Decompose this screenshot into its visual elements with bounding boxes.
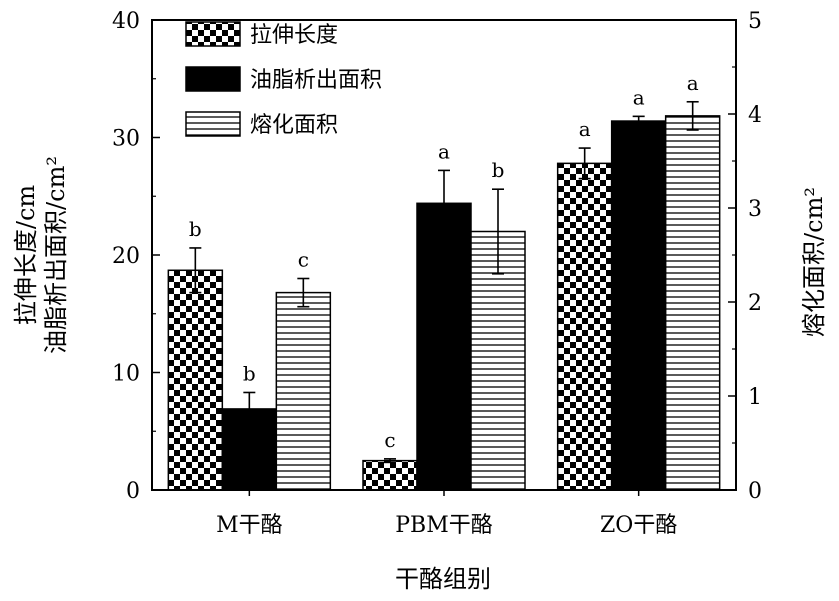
significance-label: a xyxy=(633,85,645,109)
legend-label: 熔化面积 xyxy=(250,113,338,138)
legend-label: 油脂析出面积 xyxy=(250,68,382,93)
legend-label: 拉伸长度 xyxy=(250,23,338,48)
significance-label: b xyxy=(189,217,202,241)
x-axis-title: 干酪组别 xyxy=(395,565,491,593)
significance-label: c xyxy=(298,248,309,272)
plot-area: b b c c a b a a a xyxy=(167,71,721,491)
bar xyxy=(416,202,472,491)
right-y-tick-label: 4 xyxy=(748,103,762,128)
right-y-tick-label: 5 xyxy=(748,9,762,34)
bar xyxy=(167,269,224,491)
significance-label: a xyxy=(579,117,591,141)
left-y-tick-label: 20 xyxy=(112,244,140,269)
significance-label: b xyxy=(492,158,505,182)
right-y-tick-label: 1 xyxy=(748,385,762,410)
bar xyxy=(610,120,667,491)
right-y-tick-label: 0 xyxy=(748,479,762,504)
x-tick-label: ZO干酪 xyxy=(600,513,677,538)
left-y-tick-label: 0 xyxy=(126,479,140,504)
legend-swatch xyxy=(185,111,241,137)
left-y-tick-label: 10 xyxy=(112,362,140,387)
x-tick-label: PBM干酪 xyxy=(395,513,493,538)
left-y-tick-label: 30 xyxy=(112,127,140,152)
significance-label: b xyxy=(243,361,256,385)
legend-swatch xyxy=(185,21,241,47)
significance-label: c xyxy=(384,428,395,452)
significance-label: a xyxy=(438,139,450,163)
right-y-tick-label: 2 xyxy=(748,291,762,316)
axes: M干酪 PBM干酪 ZO干酪 0 10 20 30 40 0 1 2 3 4 5 xyxy=(112,9,762,538)
bar xyxy=(664,115,721,491)
bar xyxy=(556,162,613,491)
axis-titles: 干酪组别 拉伸长度/cm 油脂析出面积/cm² 熔化面积/cm² xyxy=(12,156,828,593)
left-y-axis-title-length: 拉伸长度/cm xyxy=(12,185,40,326)
bar xyxy=(275,291,332,491)
significance-label: a xyxy=(687,71,699,95)
left-y-tick-label: 40 xyxy=(112,9,140,34)
right-y-tick-label: 3 xyxy=(748,197,762,222)
left-y-axis-title-oil-area: 油脂析出面积/cm² xyxy=(42,156,70,354)
bar xyxy=(362,459,418,491)
x-tick-label: M干酪 xyxy=(216,513,283,538)
legend-swatch xyxy=(185,66,241,92)
right-y-axis-title: 熔化面积/cm² xyxy=(800,187,828,337)
